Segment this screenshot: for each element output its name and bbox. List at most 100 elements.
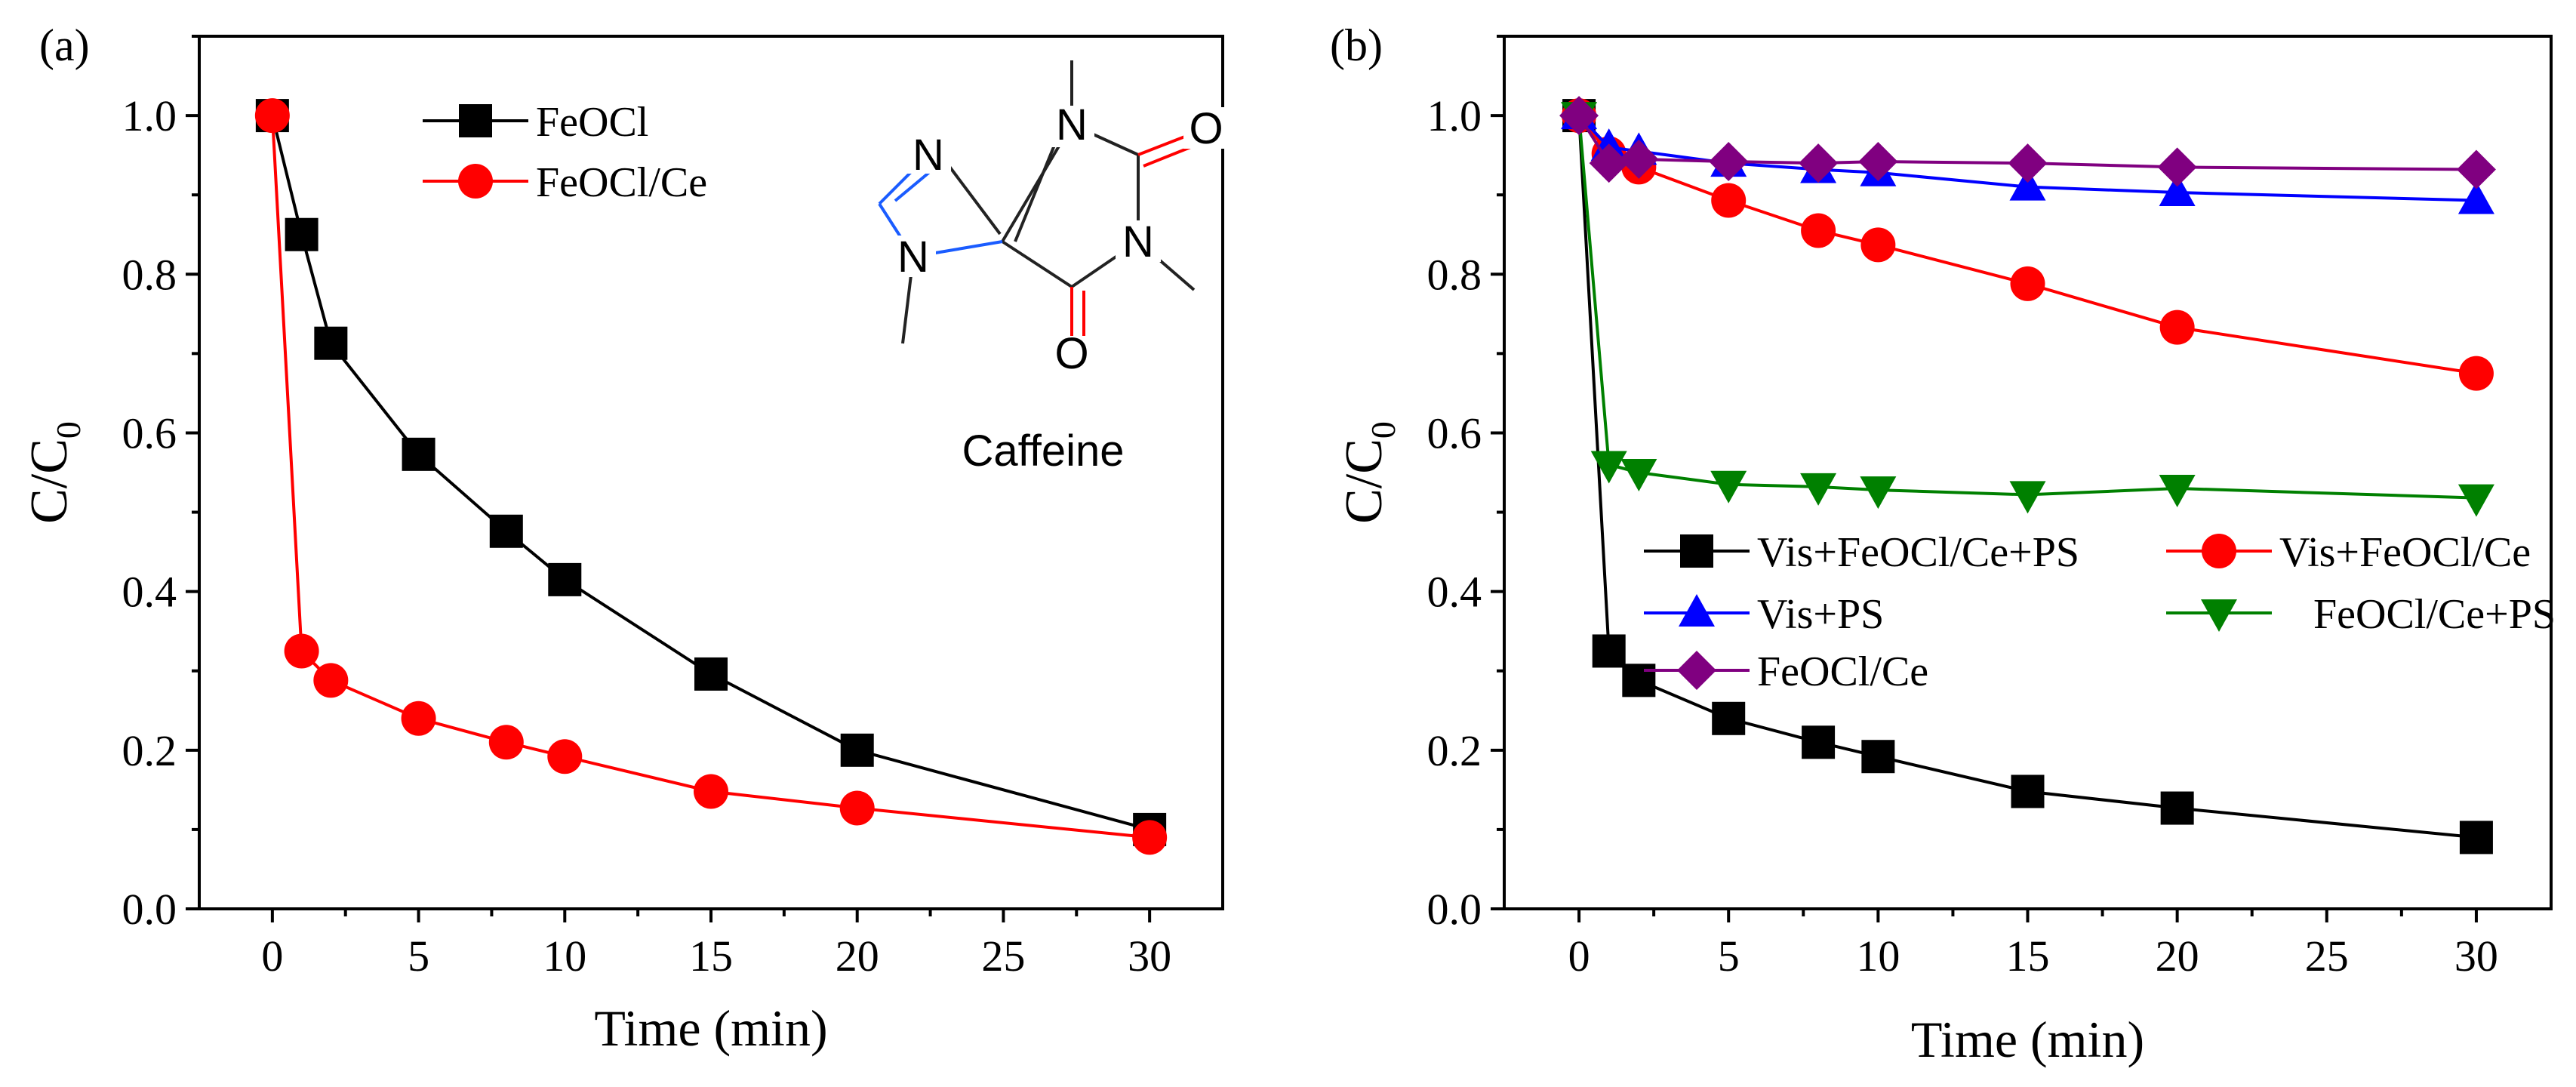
data-point [1132,820,1168,855]
data-point [1860,476,1897,510]
data-point [2008,143,2048,183]
data-point [285,217,319,251]
data-point [1559,96,1599,136]
y-tick-label: 1.0 [1427,91,1482,140]
bond [894,169,933,202]
legend-marker [1679,594,1715,627]
data-point [2011,774,2045,808]
data-point [1801,213,1836,248]
data-point [2159,174,2196,207]
series-feocl-ce [1559,96,2496,189]
series-line [270,115,1150,839]
data-point [2160,791,2194,825]
data-point [401,701,436,736]
caffeine-structure: N N N N O O Caffeine [878,60,1229,476]
atom-backdrop [1116,220,1161,262]
x-tick-label: 10 [1856,931,1900,981]
x-tick-label: 10 [543,931,586,981]
atom-backdrop [906,132,951,174]
x-tick-label: 20 [2156,931,2199,981]
y-tick-label: 0.4 [1427,568,1482,617]
series-vis-feocl-ce [1562,98,2494,391]
x-axis-label: Time (min) [594,999,827,1057]
x-tick-label: 5 [408,931,429,981]
x-tick-label: 30 [1128,931,1171,981]
y-tick-label: 0.2 [122,726,177,775]
legend-marker [459,104,492,137]
legend-marker [2202,534,2236,568]
data-point [2159,475,2196,508]
data-point [313,663,349,698]
x-tick-label: 0 [1568,931,1590,981]
legend-entry: FeOCl/Ce [536,159,707,206]
bond [1001,240,1073,288]
data-point [548,562,582,596]
data-point [2159,309,2195,345]
legend-entry: Vis+PS [1757,591,1884,638]
x-axis-label: Time (min) [1911,1011,2144,1068]
data-point [402,437,435,471]
panel-a-chart: 0 5 10 15 20 25 30 0.0 0.2 0.4 0.6 0.8 1.0 (a) Time (m… [20,20,1229,1057]
y-tick-label: 1.0 [122,91,177,140]
y-axis-label-main: C/C [20,439,78,524]
y-tick-label: 0.6 [122,408,177,457]
atom-n: N [913,131,944,180]
data-point [1622,664,1656,697]
data-point [488,725,524,760]
x-tick-label: 15 [689,931,733,981]
data-point [1589,143,1629,183]
y-axis-label-subscript: 0 [1364,421,1402,439]
y-tick-label: 0.8 [122,250,177,299]
data-point [694,657,728,691]
data-point [694,774,728,809]
legend-entry: FeOCl/Ce [1757,648,1928,695]
series-feocl-ce-ps [1561,102,2494,517]
data-point [1711,183,1747,218]
atom-n: N [897,232,929,282]
y-axis-label-main: C/C [1335,439,1393,524]
panel-label: (a) [39,20,90,70]
legend-marker [1680,534,1713,568]
legend-marker [2201,599,2237,632]
y-axis-label-subscript: 0 [49,421,88,439]
y-tick-label: 0.0 [1427,885,1482,934]
data-point [2009,481,2046,514]
data-point [2009,168,2046,201]
atom-o: O [1054,329,1088,378]
atom-o: O [1189,104,1223,153]
y-axis-label: C/C0 [1335,421,1402,524]
data-point [1858,142,1898,182]
x-tick-label: 0 [261,931,283,981]
y-tick-label: 0.2 [1427,726,1482,775]
legend-marker [1677,651,1716,690]
y-tick-label: 0.6 [1427,408,1482,457]
data-point [284,633,319,669]
data-point [2459,821,2493,855]
legend-entry: FeOCl [536,99,648,146]
legend-entry: FeOCl/Ce+PS [2313,591,2556,638]
data-point [1800,473,1837,506]
data-point [2458,356,2494,391]
atom-backdrop [1183,107,1229,149]
legend-entry: Vis+FeOCl/Ce+PS [1757,529,2079,576]
data-point [254,98,290,134]
data-point [2010,266,2045,301]
data-point [1861,740,1895,774]
data-point [839,790,875,826]
legend-entry: Vis+FeOCl/Ce [2279,529,2531,576]
data-point [2458,484,2494,517]
legend-marker [458,164,493,199]
data-point [1712,701,1746,735]
atom-n: N [1122,217,1154,266]
x-tick-label: 25 [2305,931,2349,981]
y-tick-label: 0.8 [1427,250,1482,299]
atom-backdrop [891,236,936,277]
atom-backdrop [1049,106,1094,147]
bond [1014,139,1058,242]
panel-label: (b) [1330,20,1383,70]
data-point [547,739,583,774]
data-point [1802,725,1836,759]
bond [942,157,1002,236]
series-vis-feocl-ce-ps [1562,99,2493,855]
x-tick-label: 15 [2006,931,2050,981]
